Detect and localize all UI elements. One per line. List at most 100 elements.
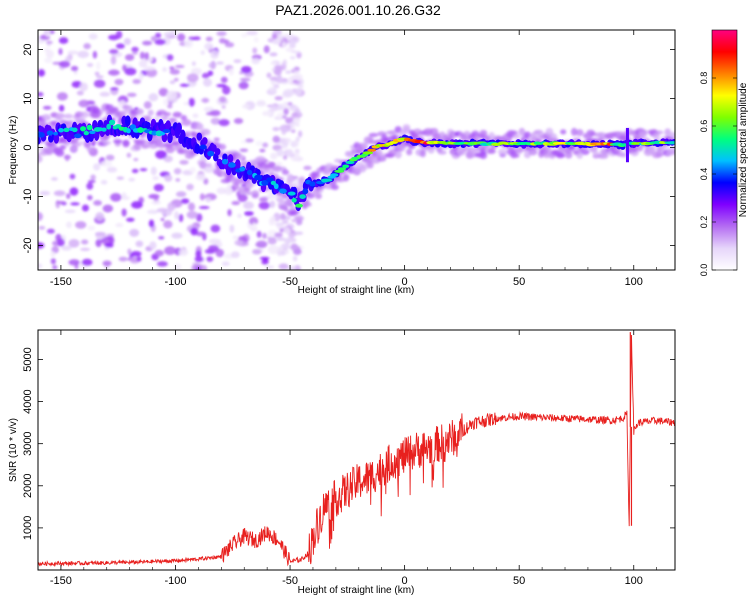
noise-blob	[179, 83, 190, 87]
halo-blob	[638, 131, 648, 137]
noise-blob	[290, 50, 301, 54]
ridge-peak	[309, 181, 316, 187]
x-tick-label: 50	[513, 276, 525, 288]
noise-blob	[256, 230, 262, 238]
colorbar: 0.0 0.2 0.4 0.6 0.8 Normalized spectral ampl…	[699, 29, 749, 276]
noise-blob	[178, 248, 189, 256]
ridge-peak	[619, 143, 628, 147]
noise-blob	[150, 35, 157, 42]
ridge-peak	[351, 156, 361, 160]
noise-blob	[93, 200, 102, 206]
noise-blob	[216, 187, 227, 195]
ridge-peak	[291, 197, 297, 203]
noise-blob	[68, 259, 80, 266]
noise-blob	[272, 40, 280, 44]
noise-blob	[286, 33, 294, 40]
noise-blob	[83, 43, 91, 50]
ridge-peak	[239, 166, 246, 172]
y-tick-label: 5000	[22, 347, 34, 371]
colorbar-frame	[711, 29, 738, 271]
ridge-peak	[279, 188, 287, 194]
halo-blob	[246, 180, 254, 189]
noise-blob	[195, 173, 206, 181]
noise-blob	[171, 200, 178, 205]
halo-blob	[479, 151, 488, 160]
noise-blob	[237, 194, 248, 203]
noise-blob	[190, 227, 198, 236]
noise-blob	[186, 73, 199, 83]
halo-blob	[560, 129, 567, 135]
halo-blob	[59, 144, 66, 150]
noise-blob	[38, 69, 46, 77]
x-tick-label: 0	[402, 575, 408, 587]
noise-blob	[121, 192, 127, 200]
halo-blob	[479, 129, 488, 137]
noise-blob	[281, 220, 289, 225]
noise-blob	[164, 174, 173, 182]
noise-blob	[100, 160, 113, 167]
noise-blob	[118, 256, 128, 262]
noise-blob	[184, 39, 194, 48]
halo-blob	[668, 132, 675, 138]
colorbar-ticks: 0.0 0.2 0.4 0.6 0.8	[699, 72, 737, 276]
noise-blob	[216, 61, 224, 65]
noise-blob	[43, 48, 51, 52]
noise-blob	[155, 32, 162, 38]
noise-blob	[131, 46, 139, 53]
halo-blob	[620, 152, 627, 158]
halo-blob	[86, 147, 94, 152]
noise-blob	[102, 204, 114, 213]
noise-blob	[138, 60, 148, 68]
y-tick-label: 3000	[22, 431, 34, 455]
noise-blob	[50, 258, 56, 265]
halo-blob	[204, 162, 212, 168]
y-tick-label: -20	[22, 238, 34, 254]
noise-blob	[95, 212, 105, 221]
halo-blob	[497, 148, 508, 156]
noise-blob	[216, 83, 227, 88]
halo-blob	[196, 123, 204, 131]
halo-blob	[255, 155, 266, 164]
noise-blob	[272, 127, 280, 132]
colorbar-label: Normalized spectral amplitude	[738, 82, 749, 217]
ridge-peak	[46, 130, 54, 136]
noise-blob	[61, 245, 72, 251]
halo-blob	[289, 209, 298, 216]
noise-blob	[293, 139, 299, 148]
halo-blob	[314, 193, 322, 200]
spectrogram-data	[38, 30, 675, 270]
ridge-peak	[295, 203, 303, 208]
noise-blob	[292, 255, 298, 262]
noise-blob	[175, 191, 187, 198]
noise-blob	[195, 231, 206, 237]
halo-blob	[170, 140, 181, 146]
noise-blob	[158, 87, 169, 97]
noise-blob	[293, 117, 301, 123]
ridge-band	[38, 136, 41, 145]
halo-blob	[303, 165, 312, 171]
noise-blob	[179, 159, 189, 165]
halo-blob	[259, 196, 268, 203]
noise-blob	[95, 239, 102, 248]
noise-blob	[221, 261, 230, 267]
halo-blob	[394, 126, 402, 134]
noise-blob	[190, 67, 202, 76]
noise-blob	[227, 209, 232, 217]
noise-blob	[167, 202, 176, 212]
noise-blob	[108, 69, 120, 76]
halo-blob	[362, 142, 369, 151]
noise-blob	[92, 50, 98, 59]
halo-blob	[232, 182, 240, 191]
noise-blob	[264, 265, 275, 269]
noise-blob	[149, 241, 157, 250]
ridge-band	[53, 133, 60, 144]
halo-blob	[555, 153, 566, 159]
noise-blob	[186, 183, 194, 191]
noise-blob	[38, 155, 43, 163]
noise-blob	[169, 69, 180, 75]
noise-blob	[206, 256, 214, 262]
noise-blob	[163, 220, 173, 229]
noise-blob	[143, 101, 152, 109]
noise-blob	[126, 152, 132, 158]
